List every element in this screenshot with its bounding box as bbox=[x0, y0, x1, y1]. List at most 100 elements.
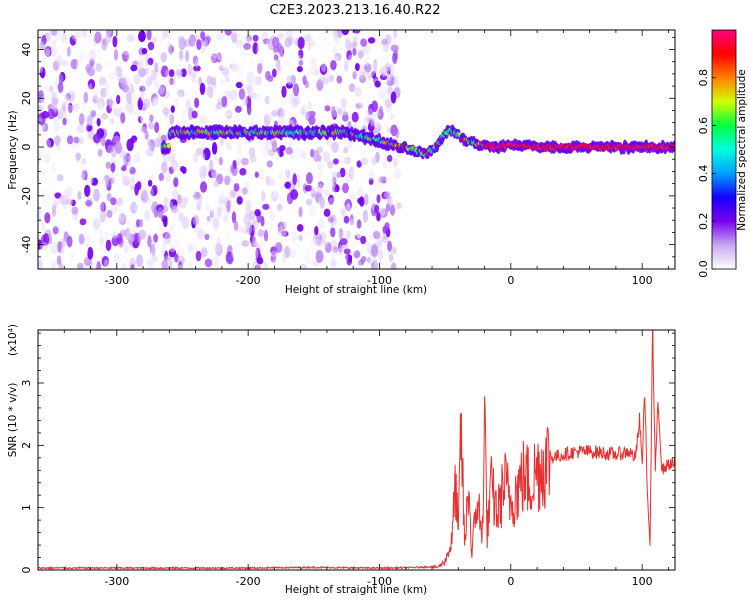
spectrogram-cell bbox=[152, 80, 161, 88]
spectrogram-cell bbox=[210, 264, 219, 269]
spectrogram-cell bbox=[46, 138, 54, 148]
spectrogram-cell bbox=[169, 77, 174, 86]
spectrogram-cell bbox=[45, 139, 52, 151]
spectrogram-cell bbox=[92, 133, 101, 144]
spectrogram-cell bbox=[52, 60, 60, 71]
spectrogram-cell bbox=[204, 258, 213, 268]
spectrogram-cell bbox=[245, 76, 253, 90]
spectrogram-cell bbox=[200, 40, 206, 52]
spectrogram-cell bbox=[298, 206, 303, 218]
spectrogram-cell bbox=[270, 250, 278, 258]
spectrogram-cell bbox=[260, 215, 265, 227]
spectrogram-cell bbox=[147, 57, 154, 66]
spectrogram-cell bbox=[40, 242, 49, 252]
spectrogram-cell bbox=[340, 207, 346, 215]
spectrogram-cell bbox=[374, 204, 380, 214]
spectrogram-cell bbox=[77, 208, 85, 215]
snr-x-tick-label: 0 bbox=[507, 575, 514, 588]
spectrogram-cell bbox=[279, 221, 287, 231]
spectrogram-cell bbox=[342, 253, 349, 263]
spectrogram-cell bbox=[165, 37, 170, 50]
spectrogram-cell bbox=[51, 47, 58, 61]
spectrogram-cell bbox=[271, 140, 278, 153]
spectrogram-cell bbox=[322, 151, 331, 163]
spectrogram-cell bbox=[273, 54, 279, 61]
spectrogram-cell bbox=[224, 175, 231, 186]
spectrogram-cell bbox=[366, 256, 371, 264]
spectrogram-cell bbox=[58, 262, 64, 269]
spectrogram-cell bbox=[88, 119, 94, 127]
spectrogram-cell bbox=[257, 241, 265, 251]
spectrogram-cell bbox=[127, 163, 132, 171]
spectrogram-cell bbox=[125, 220, 132, 227]
spectrogram-cell bbox=[51, 259, 56, 269]
spectrogram-cell bbox=[338, 247, 344, 254]
spectrogram-cell bbox=[90, 177, 99, 186]
spectrogram-cell bbox=[289, 262, 294, 269]
spectrogram-cell bbox=[125, 227, 131, 241]
spectrogram-cell bbox=[264, 96, 271, 105]
spectrogram-cell bbox=[376, 211, 381, 222]
spectrogram-cell bbox=[384, 98, 393, 108]
spectrogram-cell bbox=[147, 67, 153, 78]
colorbar: 0.0 0.2 0.4 0.6 0.8 Normalized spectral ampl… bbox=[697, 29, 748, 278]
spectrogram-cell bbox=[292, 258, 299, 267]
spectrogram-cell bbox=[229, 89, 238, 101]
spectrogram-cell bbox=[113, 131, 121, 145]
spectrogram-cell bbox=[123, 127, 131, 138]
spectrogram-cell bbox=[346, 140, 352, 149]
spectrogram-cell bbox=[263, 229, 269, 242]
spectrogram-cell bbox=[110, 178, 119, 189]
spectrogram-cell bbox=[367, 221, 374, 231]
spectrogram-cell bbox=[87, 66, 95, 77]
spectrogram-cell bbox=[78, 207, 86, 214]
spectrogram-cell bbox=[226, 110, 233, 117]
spectrogram-cell bbox=[112, 35, 118, 48]
spectrogram-cell bbox=[110, 162, 116, 173]
spectrogram-cell bbox=[336, 75, 343, 84]
spectrogram-cell bbox=[57, 108, 62, 118]
spectrogram-cell bbox=[56, 42, 64, 49]
spectrogram-cell bbox=[373, 120, 379, 128]
spectrogram-cell bbox=[130, 64, 138, 72]
spectrogram-cell bbox=[47, 108, 55, 120]
spectrogram-cell bbox=[311, 63, 319, 77]
spectrogram-cell bbox=[234, 114, 240, 123]
spectrogram-cell bbox=[382, 258, 390, 266]
spectrogram-cell bbox=[42, 198, 50, 209]
spectrogram-cell bbox=[224, 30, 233, 36]
spectrogram-cell bbox=[328, 194, 335, 205]
spectrogram-cell bbox=[254, 75, 263, 86]
spectrogram-cell bbox=[93, 188, 100, 202]
spectrogram-cell bbox=[208, 159, 214, 173]
spectrogram-cell bbox=[161, 245, 166, 256]
spectrogram-cell bbox=[207, 45, 212, 53]
spectrogram-cell bbox=[96, 48, 104, 60]
spectrogram-cell bbox=[277, 170, 284, 182]
spectrogram-cell bbox=[93, 88, 99, 97]
spectrogram-cell bbox=[312, 211, 317, 219]
spectrogram-cell bbox=[173, 177, 179, 188]
spectrogram-cell bbox=[106, 104, 112, 114]
spectrogram-cell bbox=[129, 216, 137, 228]
spectrogram-cell bbox=[308, 64, 314, 77]
spectrogram-cell bbox=[310, 148, 315, 158]
spectrogram-cell bbox=[45, 48, 51, 59]
spectrogram-cell bbox=[139, 53, 144, 67]
spectrogram-cell bbox=[123, 151, 128, 165]
spectrogram-cell bbox=[216, 52, 222, 63]
spectrogram-cell bbox=[307, 101, 312, 111]
spectrogram-cell bbox=[352, 70, 357, 80]
spectrogram-cell bbox=[63, 96, 70, 105]
spectrogram-cell bbox=[149, 252, 154, 264]
spectrogram-cell bbox=[370, 114, 375, 127]
spectrogram-cell bbox=[154, 62, 159, 74]
spectrogram-cell bbox=[127, 153, 136, 166]
spectrogram-cell bbox=[73, 242, 81, 252]
spectrogram-cell bbox=[174, 97, 179, 109]
spectrogram-cell bbox=[336, 171, 342, 178]
spectrogram-cell bbox=[308, 39, 316, 48]
spectrogram-cell bbox=[130, 264, 135, 269]
spectrogram-cell bbox=[145, 219, 152, 227]
spectrogram-cell bbox=[82, 48, 90, 57]
